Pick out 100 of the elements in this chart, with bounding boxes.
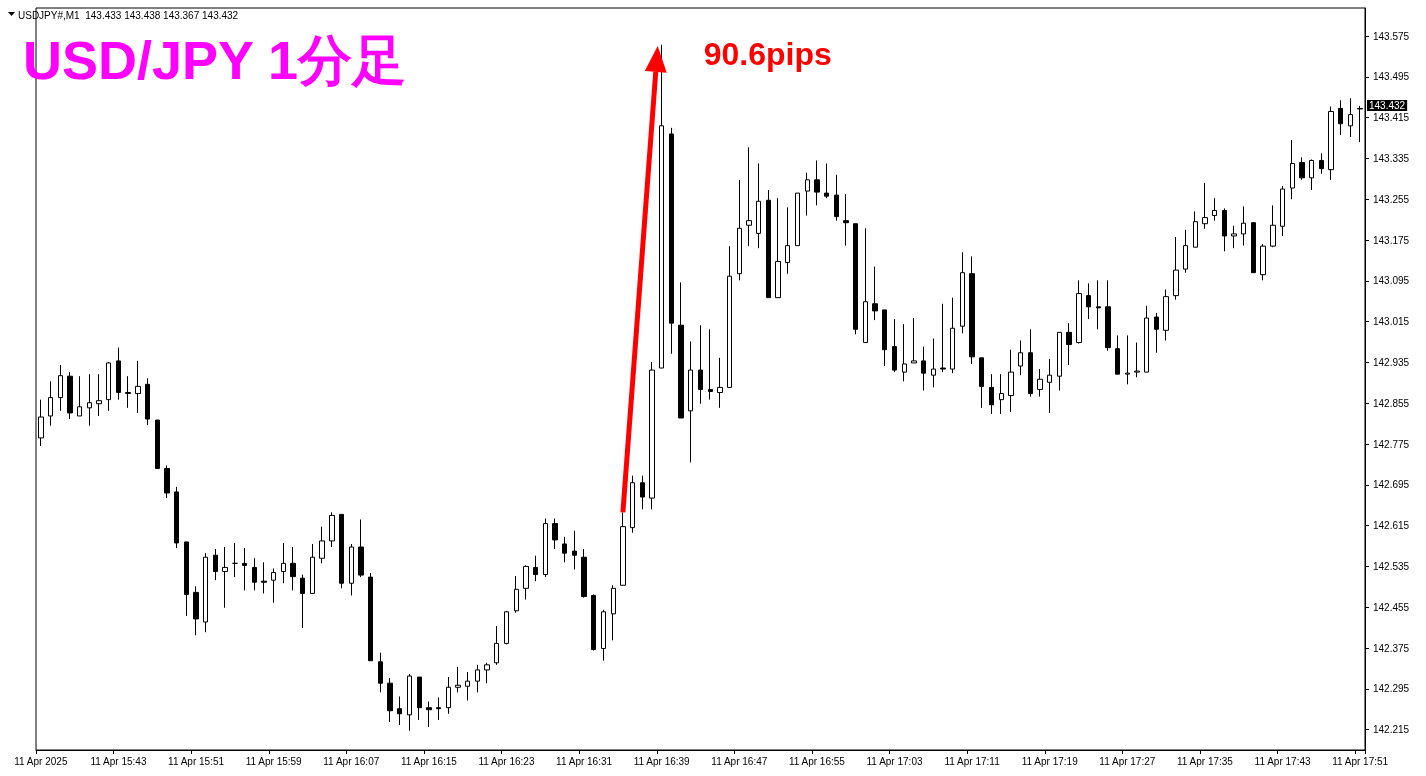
x-tick-label: 11 Apr 16:15 (400, 755, 458, 767)
candlestick (58, 364, 63, 412)
candlestick (242, 547, 247, 591)
x-tick-label: 11 Apr 2025 (14, 755, 68, 767)
candlestick (446, 676, 451, 715)
candlestick (184, 541, 189, 617)
candlestick (572, 530, 577, 570)
candlestick (310, 543, 315, 594)
y-tick-label: 142.215 (1373, 724, 1410, 736)
y-tick-label: 143.335 (1373, 152, 1410, 164)
candlestick (1202, 182, 1208, 230)
candlestick (911, 317, 917, 364)
candlestick (979, 357, 984, 409)
candlestick (484, 662, 490, 684)
candlestick (853, 223, 858, 335)
candlestick (805, 172, 810, 217)
candlestick (523, 564, 529, 601)
candlestick (708, 328, 713, 401)
candlestick (766, 189, 771, 299)
candlestick (319, 526, 325, 564)
candlestick (698, 324, 703, 405)
candlestick (96, 373, 102, 417)
candlestick (290, 546, 296, 591)
candlestick (1134, 342, 1140, 378)
candlestick (737, 179, 742, 281)
candlestick (1115, 334, 1120, 375)
candlestick (1348, 97, 1353, 138)
candlestick (329, 511, 335, 548)
candlestick (931, 337, 936, 388)
candlestick (1154, 312, 1159, 354)
candlestick (1222, 207, 1227, 252)
candlestick (193, 585, 199, 636)
candlestick (407, 673, 412, 732)
candlestick (378, 652, 383, 693)
candlestick (1270, 204, 1276, 248)
candlestick (1163, 289, 1169, 341)
y-tick-label: 142.775 (1373, 438, 1410, 450)
x-tick-label: 11 Apr 15:51 (168, 755, 225, 767)
candlestick (271, 567, 276, 604)
candlestick (630, 475, 635, 534)
candlestick (785, 206, 790, 275)
candlestick (232, 542, 238, 578)
candlestick (727, 245, 732, 388)
candlestick (387, 677, 393, 723)
candlestick (659, 44, 664, 369)
x-tick-label: 11 Apr 15:43 (90, 755, 147, 767)
x-tick-label: 11 Apr 16:23 (478, 755, 535, 767)
candlestick (1260, 243, 1266, 281)
x-tick-label: 11 Apr 16:07 (323, 755, 380, 767)
candlestick (397, 695, 402, 726)
candlestick (135, 360, 141, 414)
candlestick (756, 163, 761, 249)
candlestick (824, 163, 829, 199)
candlestick (1047, 358, 1052, 414)
candlestick (1066, 322, 1072, 366)
candlestick (349, 543, 354, 596)
candlestick (436, 696, 441, 721)
candlestick (368, 572, 373, 662)
x-tick-label: 11 Apr 17:27 (1099, 755, 1156, 767)
candlestick (1251, 222, 1256, 274)
candlestick (252, 557, 257, 591)
y-tick-label: 143.255 (1373, 193, 1410, 205)
candlestick (1144, 305, 1149, 373)
candlestick (1076, 279, 1082, 345)
candlestick (358, 519, 364, 578)
candlestick (48, 380, 53, 427)
x-tick-label: 11 Apr 15:59 (245, 755, 303, 767)
candlestick (834, 174, 839, 222)
candlestick (581, 548, 587, 599)
candlestick (1125, 334, 1130, 385)
candlestick (1008, 349, 1014, 413)
candlestick (552, 517, 558, 550)
candlestick (872, 266, 878, 321)
candlestick (1231, 225, 1237, 249)
x-tick-label: 11 Apr 16:47 (711, 755, 768, 767)
y-tick-label: 142.375 (1373, 642, 1410, 654)
candlestick (1086, 282, 1091, 320)
candlestick (145, 377, 150, 426)
candlestick (465, 671, 470, 702)
chart-title: USD/JPY 1分足 (23, 30, 407, 90)
candlestick (426, 701, 432, 728)
candlestick (989, 373, 994, 415)
candlestick (1028, 328, 1033, 398)
y-tick-label: 143.175 (1373, 234, 1410, 246)
candlestick (174, 486, 179, 549)
candlestick (106, 361, 111, 412)
candlestick (475, 664, 480, 693)
x-tick-label: 11 Apr 16:39 (633, 755, 691, 767)
candlestick (1037, 368, 1043, 398)
candlestick (494, 625, 499, 666)
candlestick (678, 281, 684, 419)
y-tick-label: 142.295 (1373, 683, 1410, 695)
candlestick (649, 361, 655, 510)
candlestick (281, 542, 286, 584)
candlestick (1290, 139, 1295, 200)
y-tick-label: 142.695 (1373, 479, 1410, 491)
annotation: 90.6pips (703, 35, 832, 72)
candlestick (125, 375, 131, 409)
candlestick (921, 346, 926, 391)
candlestick (601, 609, 606, 662)
